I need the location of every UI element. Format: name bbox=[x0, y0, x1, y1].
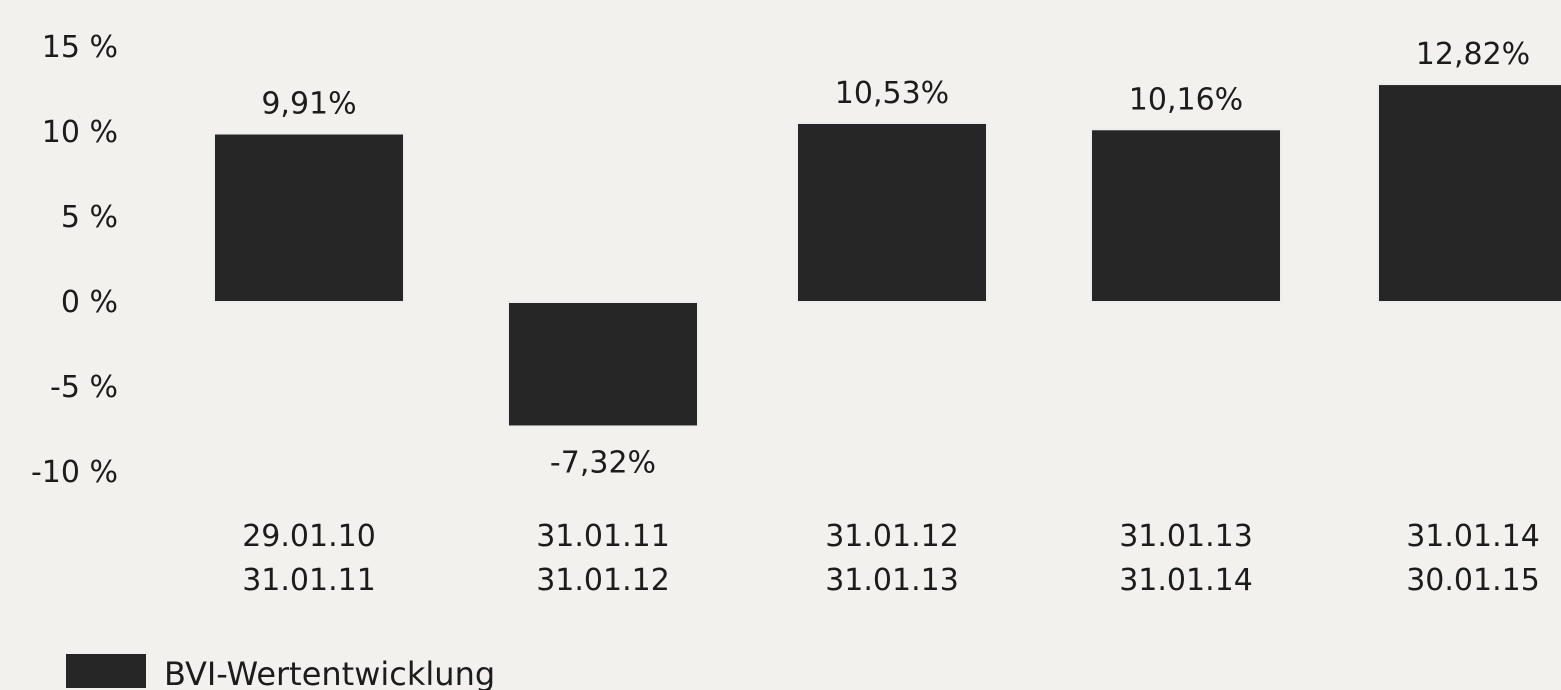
y-tick-label: 5 % bbox=[61, 200, 118, 235]
bar bbox=[213, 132, 405, 303]
x-tick-label: 31.01.11 bbox=[536, 519, 670, 554]
legend: BVI-Wertentwicklung bbox=[66, 654, 495, 690]
x-tick-label: 29.01.10 bbox=[242, 519, 376, 554]
x-tick-label: 31.01.13 bbox=[1119, 519, 1253, 554]
x-tick-label: 31.01.14 bbox=[1119, 563, 1253, 598]
x-tick-label: 30.01.15 bbox=[1406, 563, 1540, 598]
bar bbox=[1377, 83, 1561, 303]
y-tick-label: 0 % bbox=[61, 285, 118, 320]
x-tick-label: 31.01.12 bbox=[536, 563, 670, 598]
y-tick-label: -5 % bbox=[50, 370, 118, 405]
x-tick-label: 31.01.14 bbox=[1406, 519, 1540, 554]
bar bbox=[507, 301, 699, 428]
bar-value-label: 12,82% bbox=[1416, 37, 1530, 72]
y-axis: 15 % 10 % 5 % 0 % -5 % -10 % bbox=[31, 30, 118, 490]
value-labels: 9,91% -7,32% 10,53% 10,16% 12,82% bbox=[261, 37, 1530, 480]
bar bbox=[1090, 128, 1282, 303]
bar bbox=[796, 121, 988, 303]
x-tick-label: 31.01.12 bbox=[825, 519, 959, 554]
bar-value-label: 10,53% bbox=[835, 76, 949, 111]
bars bbox=[213, 83, 1561, 428]
legend-label: BVI-Wertentwicklung bbox=[164, 655, 495, 690]
y-tick-label: 15 % bbox=[42, 30, 118, 65]
legend-swatch bbox=[66, 654, 146, 688]
bar-value-label: -7,32% bbox=[550, 445, 656, 480]
x-tick-label: 31.01.13 bbox=[825, 563, 959, 598]
bar-value-label: 9,91% bbox=[261, 87, 356, 122]
x-axis: 29.01.10 31.01.11 31.01.11 31.01.12 31.01.12… bbox=[242, 519, 1540, 598]
y-tick-label: -10 % bbox=[31, 455, 118, 490]
bar-value-label: 10,16% bbox=[1129, 82, 1243, 117]
y-tick-label: 10 % bbox=[42, 115, 118, 150]
x-tick-label: 31.01.11 bbox=[242, 563, 376, 598]
